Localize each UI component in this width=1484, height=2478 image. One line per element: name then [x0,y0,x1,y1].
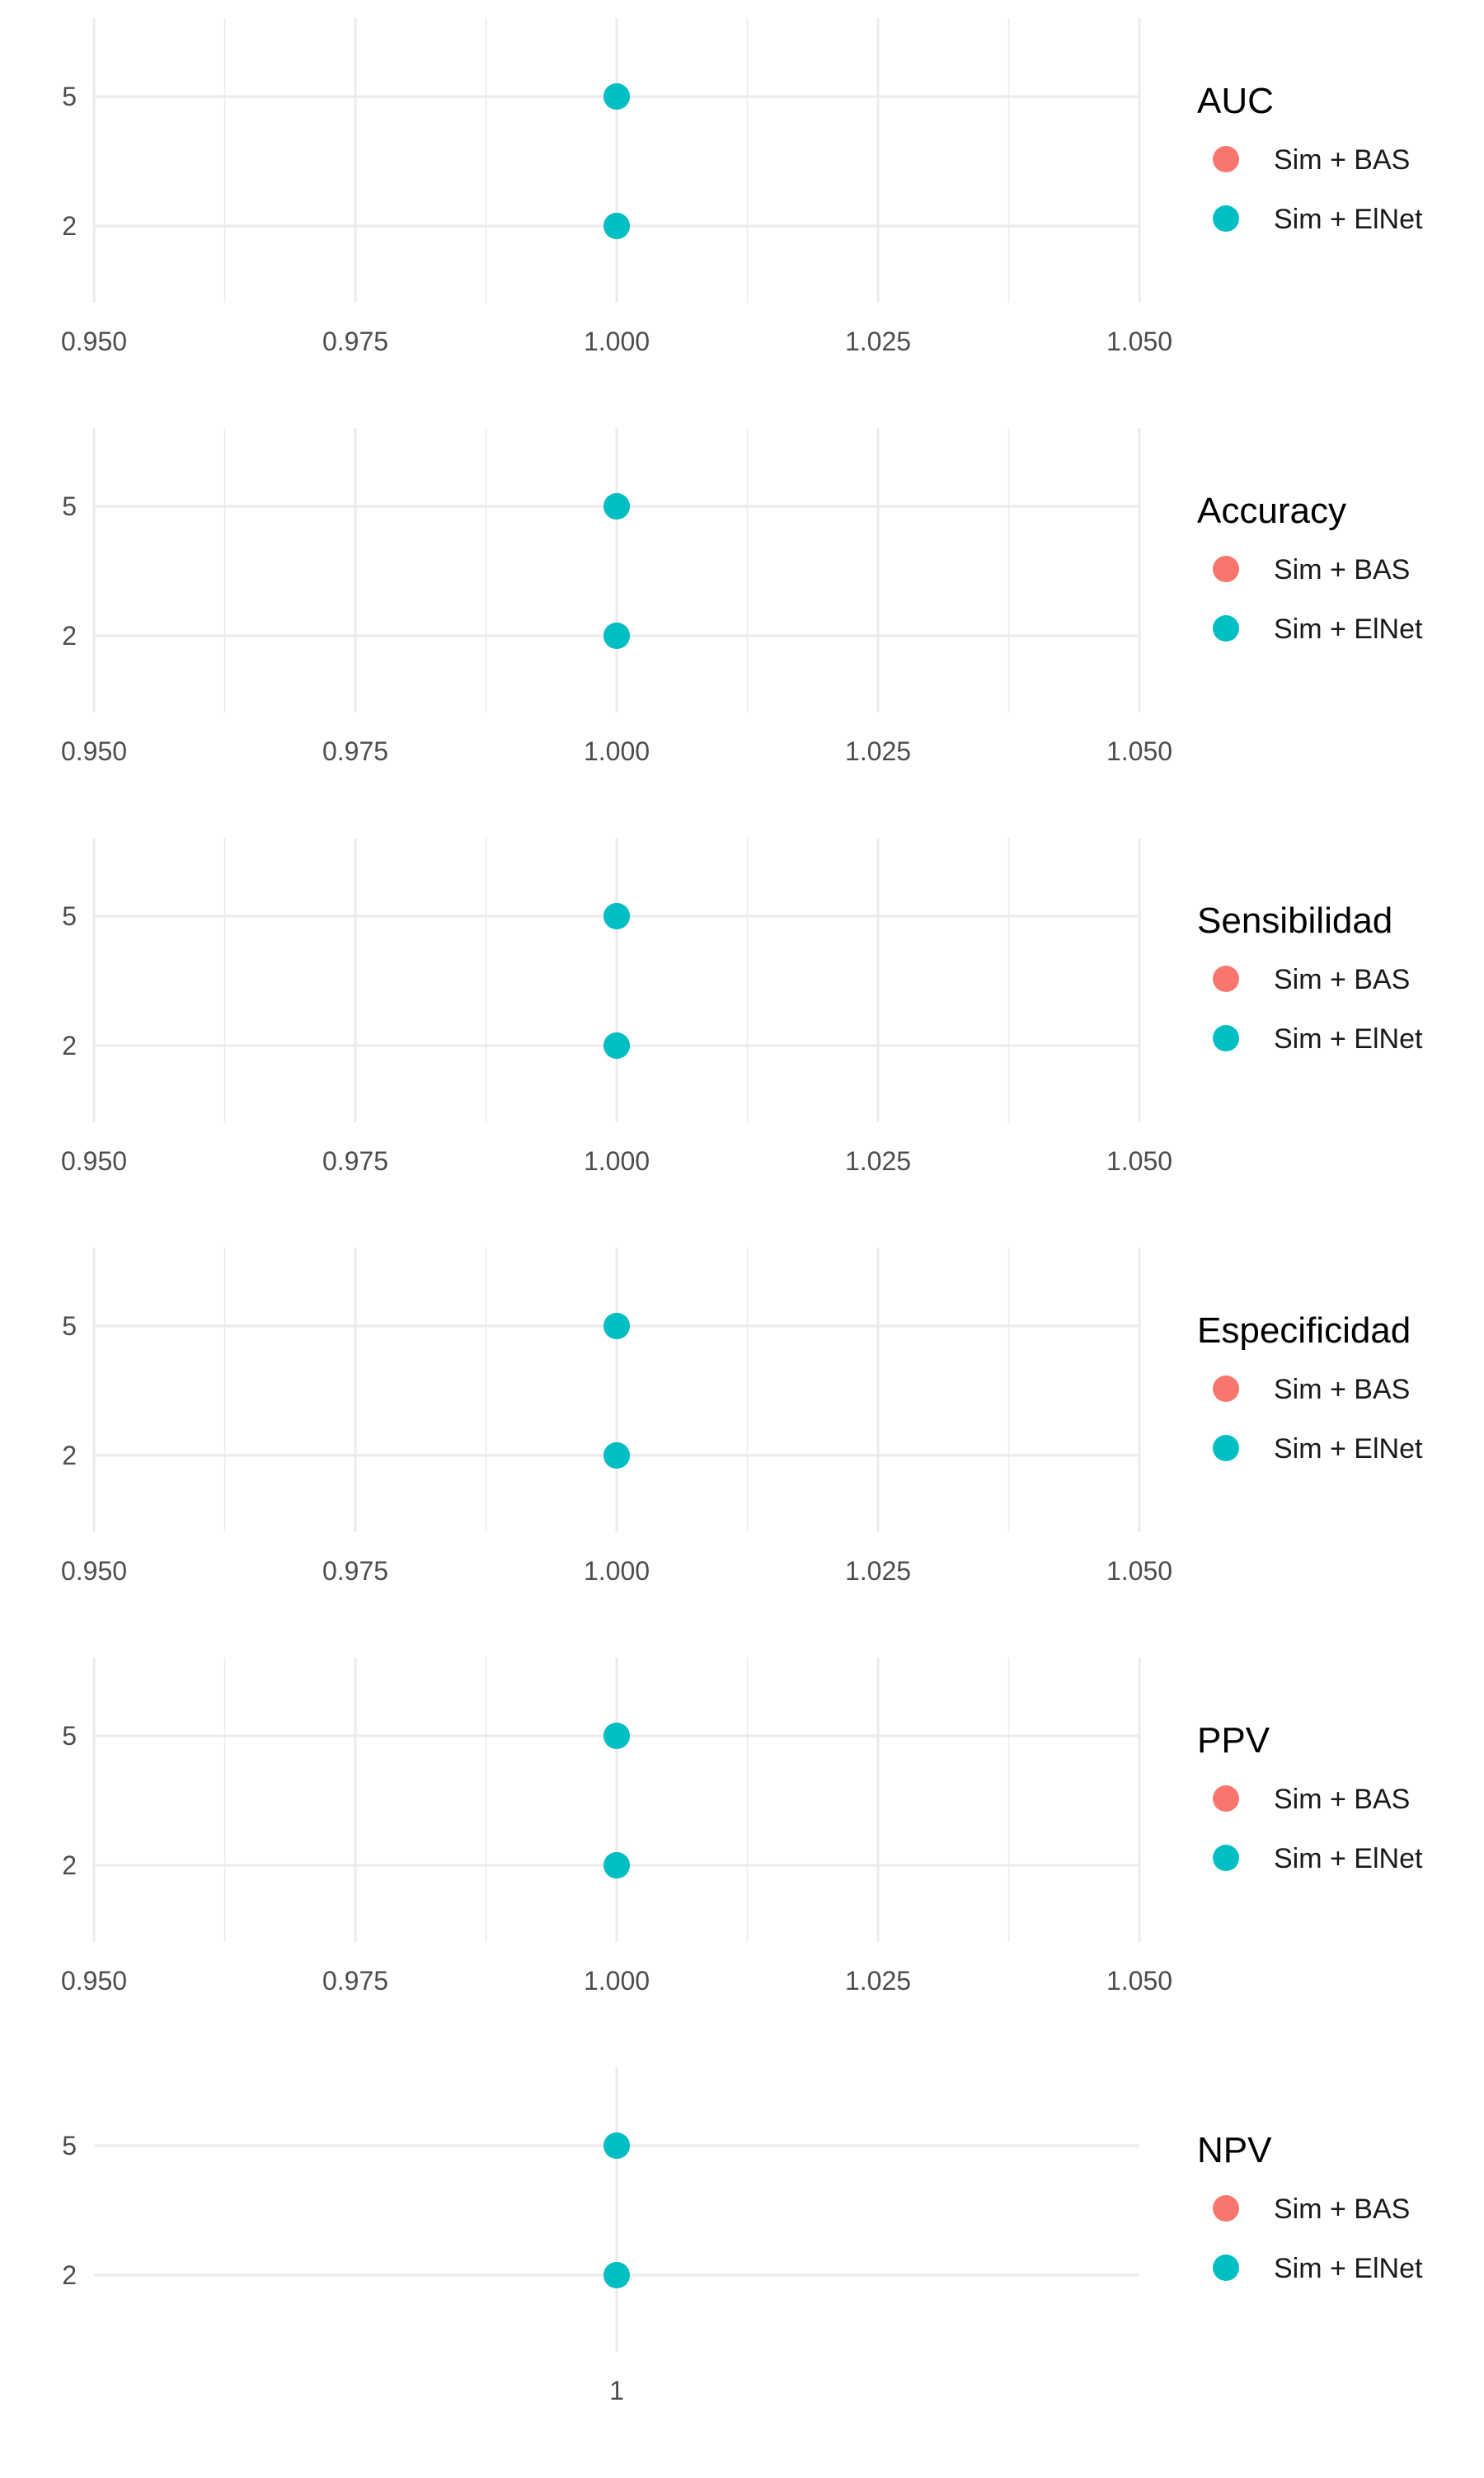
y-tick-label: 2 [62,621,77,651]
y-tick-label: 2 [62,2260,77,2290]
legend-label: Sim + ElNet [1274,2253,1423,2284]
x-tick-label: 0.975 [322,736,388,766]
data-point [603,1032,630,1059]
x-tick-label: 1.000 [584,1556,650,1586]
x-tick-label: 1.050 [1106,1556,1172,1586]
legend-key [1213,556,1239,582]
legend-key [1213,1375,1239,1402]
legend-title: AUC [1197,81,1274,121]
x-tick-label: 1.000 [584,736,650,766]
data-point [603,1723,630,1749]
x-tick-label: 0.975 [322,327,388,356]
y-tick-label: 5 [62,901,77,931]
data-point [603,1442,630,1469]
chart-panel: 2 5 0.950 0.975 1.000 1.025 1.050 Sensibilidad S… [61,838,1423,1176]
chart-panel: 2 5 0.950 0.975 1.000 1.025 1.050 Accuracy Sim +… [61,428,1423,766]
y-tick-label: 5 [62,1721,77,1751]
legend-key [1213,2195,1239,2222]
chart-panel: 2 5 0.950 0.975 1.000 1.025 1.050 Especificidad… [61,1248,1423,1586]
legend-key [1213,966,1239,992]
x-tick-label: 1.050 [1106,736,1172,766]
x-tick-label: 0.975 [322,1966,388,1996]
x-tick-label: 0.950 [61,327,127,356]
y-tick-label: 2 [62,1441,77,1470]
x-tick-label: 1.000 [584,1966,650,1996]
y-tick-label: 5 [62,2131,77,2161]
x-tick-label: 1.050 [1106,1146,1172,1176]
x-tick-label: 1.025 [845,1966,911,1996]
y-tick-label: 2 [62,1031,77,1060]
legend-label: Sim + BAS [1274,1374,1410,1405]
x-tick-label: 0.975 [322,1146,388,1176]
x-tick-label: 0.950 [61,1966,127,1996]
legend-label: Sim + ElNet [1274,204,1423,235]
data-point [603,2262,630,2288]
data-point [603,1852,630,1878]
x-tick-label: 1.025 [845,1556,911,1586]
legend-key [1213,1025,1239,1051]
legend-title: Especificidad [1197,1310,1411,1351]
legend-label: Sim + BAS [1274,554,1410,585]
x-tick-label: 0.975 [322,1556,388,1586]
legend-label: Sim + BAS [1274,1784,1410,1815]
data-point [603,903,630,929]
legend-key [1213,2255,1239,2281]
legend-key [1213,615,1239,642]
y-tick-label: 5 [62,491,77,521]
legend-key [1213,1845,1239,1871]
legend-label: Sim + ElNet [1274,1023,1423,1055]
legend-title: NPV [1197,2130,1272,2170]
data-point [603,1313,630,1339]
legend-key [1213,1435,1239,1461]
legend-key [1213,205,1239,232]
y-tick-label: 2 [62,1850,77,1880]
legend-title: PPV [1197,1720,1270,1761]
legend-title: Accuracy [1197,491,1346,531]
x-tick-label: 0.950 [61,736,127,766]
legend-label: Sim + BAS [1274,144,1410,176]
legend-title: Sensibilidad [1197,900,1392,941]
x-tick-label: 0.950 [61,1556,127,1586]
legend-label: Sim + ElNet [1274,1843,1423,1874]
legend-label: Sim + BAS [1274,2194,1410,2225]
x-tick-label: 1.000 [584,327,650,356]
x-tick-label: 1 [609,2376,624,2405]
x-tick-label: 1.050 [1106,1966,1172,1996]
legend-label: Sim + BAS [1274,964,1410,995]
x-tick-label: 1.025 [845,1146,911,1176]
data-point [603,623,630,649]
legend-key [1213,1785,1239,1812]
legend-label: Sim + ElNet [1274,614,1423,645]
x-tick-label: 0.950 [61,1146,127,1176]
x-tick-label: 1.025 [845,327,911,356]
legend-key [1213,146,1239,172]
x-tick-label: 1.025 [845,736,911,766]
y-tick-label: 5 [62,1311,77,1341]
legend-label: Sim + ElNet [1274,1433,1423,1465]
x-tick-label: 1.000 [584,1146,650,1176]
y-tick-label: 5 [62,82,77,111]
data-point [603,213,630,239]
data-point [603,83,630,110]
y-tick-label: 2 [62,211,77,241]
x-tick-label: 1.050 [1106,327,1172,356]
data-point [603,493,630,520]
data-point [603,2132,630,2159]
